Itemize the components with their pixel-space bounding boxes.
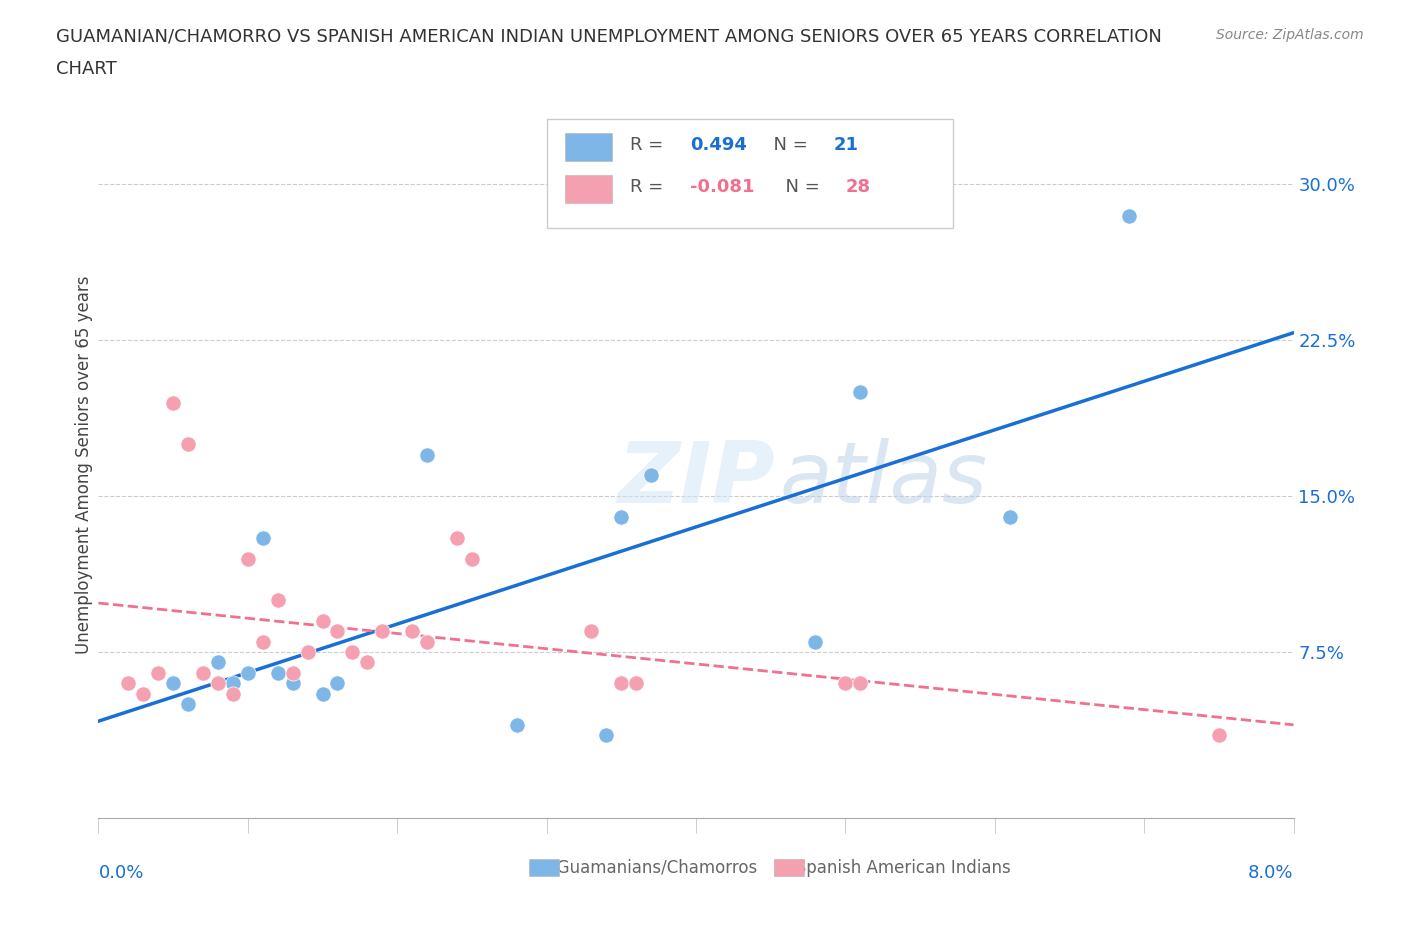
Point [117,676,139,691]
Point [191,666,214,681]
Text: Spanish American Indians: Spanish American Indians [779,859,1011,877]
Point [297,644,319,659]
Point [162,395,184,410]
Text: ZIP: ZIP [617,438,775,521]
Point [849,676,872,691]
Text: Source: ZipAtlas.com: Source: ZipAtlas.com [1216,28,1364,42]
Point [834,676,856,691]
Text: 0.494: 0.494 [690,136,747,153]
Text: -0.081: -0.081 [690,179,755,196]
Point [252,530,274,545]
FancyBboxPatch shape [565,133,613,161]
Text: Guamanians/Chamorros: Guamanians/Chamorros [541,859,756,877]
Point [416,447,439,462]
Text: N =: N = [773,179,825,196]
Point [326,676,349,691]
Point [207,676,229,691]
Point [610,510,633,525]
Point [1208,728,1230,743]
FancyBboxPatch shape [773,858,804,876]
Point [626,676,648,691]
Point [236,666,259,681]
Point [401,624,423,639]
Point [236,551,259,566]
Point [446,530,468,545]
FancyBboxPatch shape [529,858,558,876]
Point [342,644,364,659]
Point [311,686,333,701]
Point [267,666,290,681]
Point [191,666,214,681]
Point [804,634,827,649]
Point [416,634,439,649]
FancyBboxPatch shape [547,119,953,228]
Text: atlas: atlas [779,438,987,521]
Text: N =: N = [762,136,813,153]
Point [371,624,394,639]
Text: 0.0%: 0.0% [98,864,143,883]
Point [998,510,1021,525]
Point [222,686,245,701]
Text: 28: 28 [845,179,870,196]
Point [311,614,333,629]
Point [610,676,633,691]
Point [595,728,617,743]
FancyBboxPatch shape [565,175,613,204]
Text: 21: 21 [834,136,859,153]
Point [581,624,603,639]
Point [132,686,155,701]
Point [162,676,184,691]
Text: R =: R = [630,136,669,153]
Point [132,686,155,701]
Point [640,468,662,483]
Point [252,634,274,649]
Point [461,551,484,566]
Point [177,697,200,711]
Point [1118,208,1140,223]
Point [267,592,290,607]
Text: 8.0%: 8.0% [1249,864,1294,883]
Point [281,676,304,691]
Point [326,624,349,639]
Point [222,676,245,691]
Point [356,655,378,670]
Point [177,437,200,452]
Point [506,717,529,732]
Point [849,385,872,400]
Y-axis label: Unemployment Among Seniors over 65 years: Unemployment Among Seniors over 65 years [75,276,93,654]
Text: CHART: CHART [56,60,117,78]
Text: R =: R = [630,179,669,196]
Point [281,666,304,681]
Point [207,655,229,670]
Point [148,666,170,681]
Text: GUAMANIAN/CHAMORRO VS SPANISH AMERICAN INDIAN UNEMPLOYMENT AMONG SENIORS OVER 65: GUAMANIAN/CHAMORRO VS SPANISH AMERICAN I… [56,28,1163,46]
